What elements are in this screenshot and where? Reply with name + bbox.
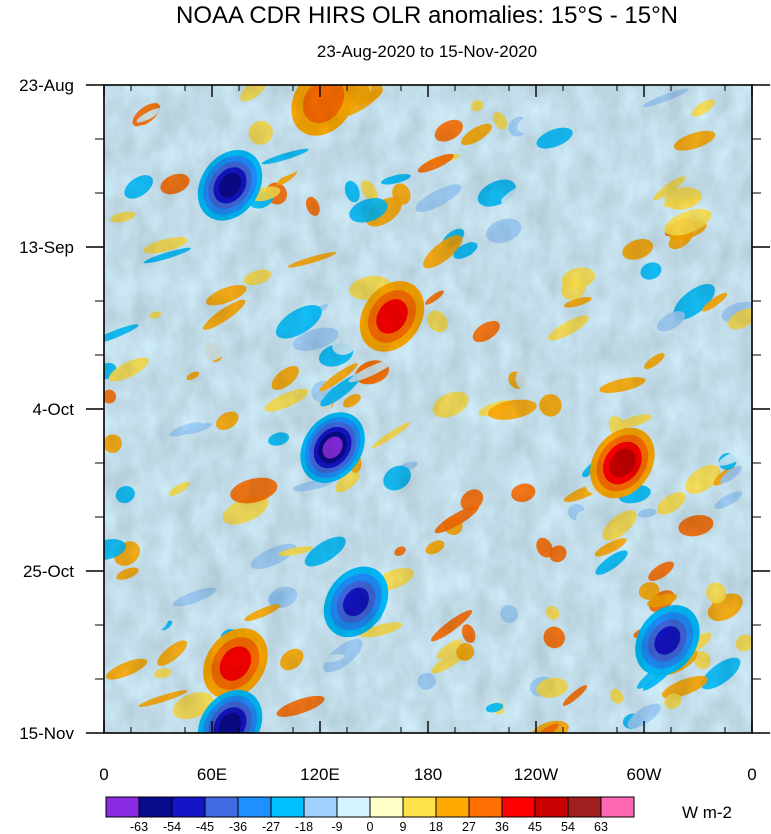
colorbar-swatch [402, 796, 437, 818]
colorbar-swatch [369, 796, 404, 818]
colorbar-label: 36 [495, 820, 509, 834]
y-tick-label: 23-Aug [19, 76, 74, 95]
x-tick-label: 60W [627, 765, 662, 784]
colorbar-swatch [567, 796, 602, 818]
colorbar-label: 54 [561, 820, 575, 834]
y-tick-label: 13-Sep [19, 238, 74, 257]
x-tick-label: 180 [414, 765, 442, 784]
y-tick-label: 4-Oct [32, 400, 74, 419]
colorbar-label: 27 [462, 820, 476, 834]
x-tick-label: 120E [300, 765, 340, 784]
chart-subtitle: 23-Aug-2020 to 15-Nov-2020 [317, 42, 537, 61]
x-tick-label: 60E [197, 765, 227, 784]
x-axis: 0 60E 120E 180 120W 60W 0 [99, 85, 757, 784]
colorbar-swatch [204, 796, 239, 818]
colorbar-label: 18 [429, 820, 443, 834]
colorbar-swatch [237, 796, 272, 818]
colorbar-label: -63 [130, 820, 148, 834]
colorbar-label: 0 [367, 820, 374, 834]
x-tick-label: 120W [514, 765, 558, 784]
colorbar-swatch [534, 796, 569, 818]
colorbar-swatch [303, 796, 338, 818]
colorbar-label: -54 [163, 820, 181, 834]
y-tick-label: 25-Oct [23, 562, 74, 581]
y-axis: 23-Aug 13-Sep 4-Oct 25-Oct 15-Nov [19, 76, 770, 743]
x-tick-label: 0 [747, 765, 756, 784]
plot-area [104, 85, 752, 733]
colorbar-label: -36 [229, 820, 247, 834]
colorbar-label: 45 [528, 820, 542, 834]
colorbar-label: -27 [262, 820, 280, 834]
colorbar-swatch [270, 796, 305, 818]
colorbar-label: -18 [295, 820, 313, 834]
chart-title: NOAA CDR HIRS OLR anomalies: 15°S - 15°N [176, 2, 678, 29]
colorbar-swatch [468, 796, 503, 818]
colorbar-swatch [171, 796, 206, 818]
colorbar-swatch [435, 796, 470, 818]
colorbar-swatch [336, 796, 371, 818]
colorbar: -63 -54 -45 -36 -27 -18 -9 0 9 18 27 36 45 54 63 [105, 796, 635, 834]
colorbar-units: W m-2 [682, 803, 732, 822]
colorbar-label: 9 [400, 820, 407, 834]
colorbar-swatch [600, 796, 635, 818]
texture-overlay [104, 85, 752, 733]
x-tick-label: 0 [99, 765, 108, 784]
colorbar-swatch [138, 796, 173, 818]
colorbar-label: 63 [594, 820, 608, 834]
colorbar-swatch [501, 796, 536, 818]
y-tick-label: 15-Nov [19, 724, 74, 743]
colorbar-label: -9 [331, 820, 342, 834]
colorbar-label: -45 [196, 820, 214, 834]
colorbar-swatch [105, 796, 140, 818]
